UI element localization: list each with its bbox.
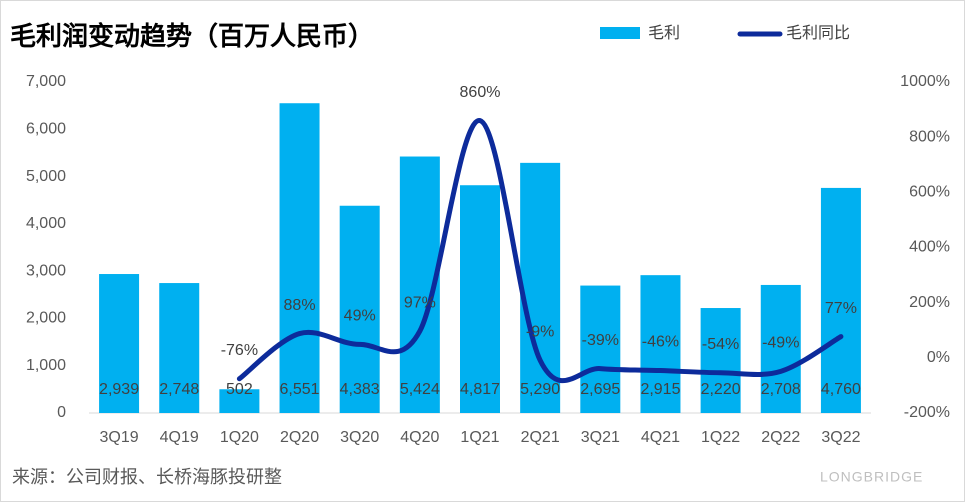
source: 来源：公司财报、长桥海豚投研整 (12, 467, 282, 487)
bar-value-label: 2,915 (640, 381, 680, 398)
x-tick-label: 4Q19 (160, 429, 199, 446)
x-tick-label: 1Q20 (220, 429, 259, 446)
bar (219, 389, 260, 413)
bar (760, 284, 801, 413)
x-tick-label: 1Q22 (701, 429, 740, 446)
bar-value-label: 4,383 (340, 381, 380, 398)
y2-tick-label: 0% (927, 349, 950, 366)
line-value-label: -39% (582, 332, 619, 349)
y-tick-label: 6,000 (26, 121, 66, 138)
y2-tick-label: 400% (909, 239, 950, 256)
x-tick-label: 4Q20 (400, 429, 439, 446)
y2-tick-label: 1000% (900, 73, 950, 90)
line-value-label: 49% (344, 308, 376, 325)
line-value-label: 97% (404, 294, 436, 311)
x-tick-label: 2Q22 (761, 429, 800, 446)
y-tick-label: 1,000 (26, 357, 66, 374)
line-value-label: -54% (702, 336, 739, 353)
line-value-label: -9% (526, 324, 554, 341)
bar-value-label: 2,220 (701, 381, 741, 398)
brand: LONGBRIDGE (820, 469, 923, 485)
bar-value-label: 6,551 (280, 381, 320, 398)
x-tick-label: 4Q21 (641, 429, 680, 446)
x-tick-label: 3Q21 (581, 429, 620, 446)
bar (580, 285, 621, 413)
bar (820, 187, 861, 413)
x-tick-label: 1Q21 (460, 429, 499, 446)
y-tick-label: 2,000 (26, 310, 66, 327)
x-tick-label: 3Q22 (821, 429, 860, 446)
bar-value-label: 5,290 (520, 381, 560, 398)
bar-value-label: 502 (226, 381, 253, 398)
bar (640, 275, 681, 413)
y2-tick-label: 200% (909, 294, 950, 311)
bar (460, 185, 500, 413)
bar-value-label: 2,708 (761, 381, 801, 398)
bar (339, 205, 380, 413)
bar-value-label: 2,939 (99, 381, 139, 398)
y-tick-label: 0 (57, 404, 66, 421)
bar (279, 103, 320, 413)
y2-tick-label: -200% (904, 404, 950, 421)
bar-value-label: 5,424 (400, 381, 440, 398)
bar-value-label: 2,695 (580, 381, 620, 398)
legend-label: 毛利同比 (786, 24, 850, 42)
bar-value-label: 4,760 (821, 381, 861, 398)
line-value-label: 88% (284, 297, 316, 314)
x-tick-label: 3Q19 (100, 429, 139, 446)
line (236, 118, 844, 384)
bar (159, 283, 200, 413)
chart-title: 毛利润变动趋势（百万人民币） (10, 21, 374, 51)
bar-value-label: 2,748 (159, 381, 199, 398)
y-tick-label: 4,000 (26, 215, 66, 232)
y-tick-label: 5,000 (26, 168, 66, 185)
legend-label: 毛利 (648, 24, 680, 42)
bar (99, 274, 140, 413)
x-tick-label: 2Q21 (521, 429, 560, 446)
legend-swatch (600, 27, 640, 39)
line-value-label: -76% (221, 342, 258, 359)
line-value-label: -49% (762, 335, 799, 352)
bar (520, 162, 561, 413)
line-value-label: 860% (460, 84, 501, 101)
bar-value-label: 4,817 (460, 381, 500, 398)
x-tick-label: 2Q20 (280, 429, 319, 446)
line-value-label: -46% (642, 334, 679, 351)
y2-tick-label: 600% (909, 184, 950, 201)
y-tick-label: 7,000 (26, 73, 66, 90)
y-tick-label: 3,000 (26, 262, 66, 279)
bar (700, 308, 741, 413)
x-tick-label: 3Q20 (340, 429, 379, 446)
y2-tick-label: 800% (909, 128, 950, 145)
line-value-label: 77% (825, 300, 857, 317)
